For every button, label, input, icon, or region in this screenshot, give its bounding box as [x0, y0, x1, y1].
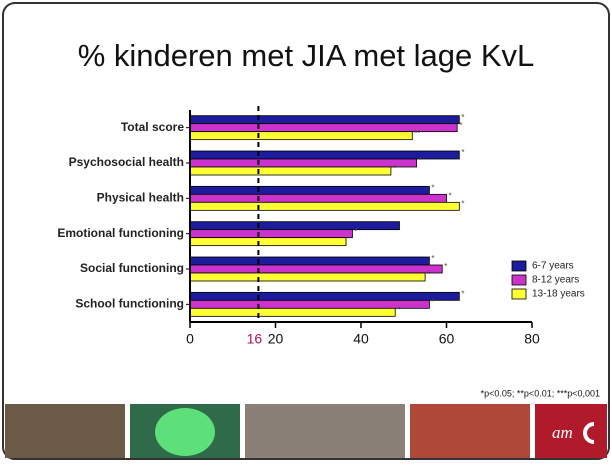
photo	[410, 404, 530, 458]
bar	[190, 167, 391, 175]
significance-marker: *	[461, 148, 464, 157]
significance-marker: *	[431, 297, 434, 306]
bar	[190, 159, 417, 167]
footnote: *p<0.05; **p<0.01; ***p<0,001	[481, 388, 600, 398]
legend-label: 13-18 years	[532, 289, 585, 300]
photo	[5, 404, 125, 458]
category-label: Social functioning	[80, 261, 184, 275]
x-tick-label: 60	[439, 331, 455, 347]
bar	[190, 230, 352, 238]
bar	[190, 194, 447, 202]
reference-label: 16	[247, 331, 263, 347]
category-label: Emotional functioning	[57, 226, 184, 240]
bar	[190, 222, 399, 230]
significance-marker: *	[431, 183, 434, 192]
significance-marker: *	[461, 199, 464, 208]
legend-label: 8-12 years	[532, 275, 579, 286]
x-tick-label: 40	[353, 331, 369, 347]
category-label: Psychosocial health	[69, 155, 184, 169]
bar	[190, 202, 459, 210]
bar	[190, 300, 429, 308]
bar	[190, 116, 459, 124]
significance-marker: *	[431, 254, 434, 263]
significance-marker: **	[414, 129, 420, 138]
bar	[190, 308, 395, 316]
x-tick-label: 0	[186, 331, 194, 347]
significance-marker: *	[459, 121, 462, 130]
legend-label: 6-7 years	[532, 261, 574, 272]
slide: % kinderen met JIA met lage KvL *p<0.05;…	[0, 0, 612, 462]
legend-swatch	[512, 289, 526, 299]
bar	[190, 186, 429, 194]
significance-marker: *	[444, 262, 447, 271]
photo	[245, 404, 405, 458]
significance-marker: *	[393, 164, 396, 173]
significance-marker: *	[354, 227, 357, 236]
x-tick-label: 80	[524, 331, 540, 347]
significance-marker: *	[427, 270, 430, 279]
logo: am	[552, 423, 573, 442]
significance-marker: *	[419, 156, 422, 165]
category-label: School functioning	[75, 297, 184, 311]
legend-swatch	[512, 275, 526, 285]
photo-strip: am	[5, 404, 607, 458]
significance-marker: *	[397, 305, 400, 314]
bar	[190, 132, 412, 140]
bar	[190, 292, 459, 300]
bar	[190, 257, 429, 265]
photo-detail	[155, 408, 215, 456]
significance-marker: *	[449, 191, 452, 200]
bar	[190, 238, 346, 246]
bar	[190, 273, 425, 281]
x-tick-label: 20	[268, 331, 284, 347]
significance-marker: *	[461, 289, 464, 298]
category-label: Physical health	[97, 191, 184, 205]
category-label: Total score	[121, 120, 184, 134]
legend-swatch	[512, 261, 526, 271]
bar	[190, 265, 442, 273]
slide-title: % kinderen met JIA met lage KvL	[78, 38, 535, 73]
